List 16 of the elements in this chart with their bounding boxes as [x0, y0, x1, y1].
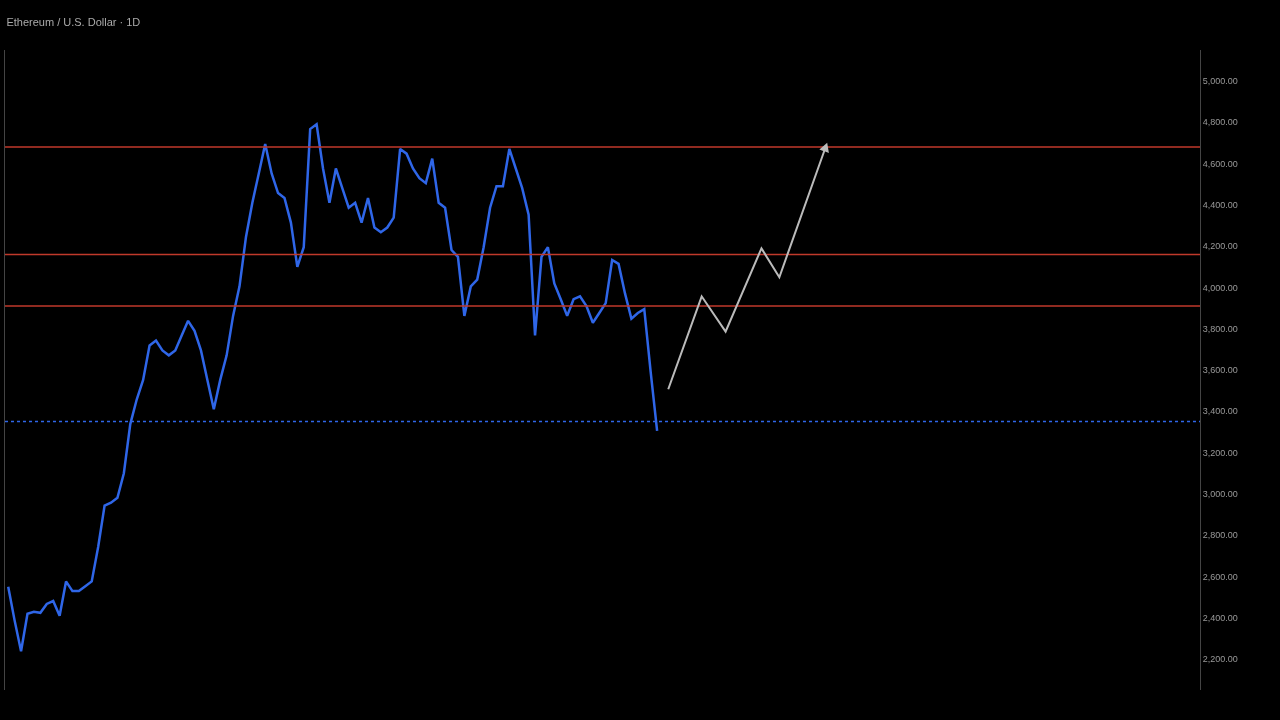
y-tick-label: 3,800.00	[1202, 323, 1238, 334]
y-tick-label: 3,000.00	[1202, 489, 1238, 500]
y-tick-label: 2,600.00	[1202, 571, 1238, 582]
y-tick-label: 3,400.00	[1202, 406, 1238, 417]
y-tick-label: 4,000.00	[1202, 282, 1238, 293]
y-tick-label: 2,800.00	[1202, 530, 1238, 541]
y-tick-label: 2,400.00	[1202, 612, 1238, 623]
y-tick-label: 4,400.00	[1202, 199, 1238, 210]
y-tick-label: 3,600.00	[1202, 365, 1238, 376]
y-tick-label: 5,000.00	[1202, 76, 1238, 87]
y-tick-label: 4,200.00	[1202, 241, 1238, 252]
y-tick-label: 3,200.00	[1202, 447, 1238, 458]
y-tick-label: 2,200.00	[1202, 654, 1238, 665]
chart-title: Ethereum / U.S. Dollar · 1D	[6, 15, 141, 28]
y-tick-label: 4,800.00	[1202, 117, 1238, 128]
y-tick-label: 4,600.00	[1202, 158, 1238, 169]
